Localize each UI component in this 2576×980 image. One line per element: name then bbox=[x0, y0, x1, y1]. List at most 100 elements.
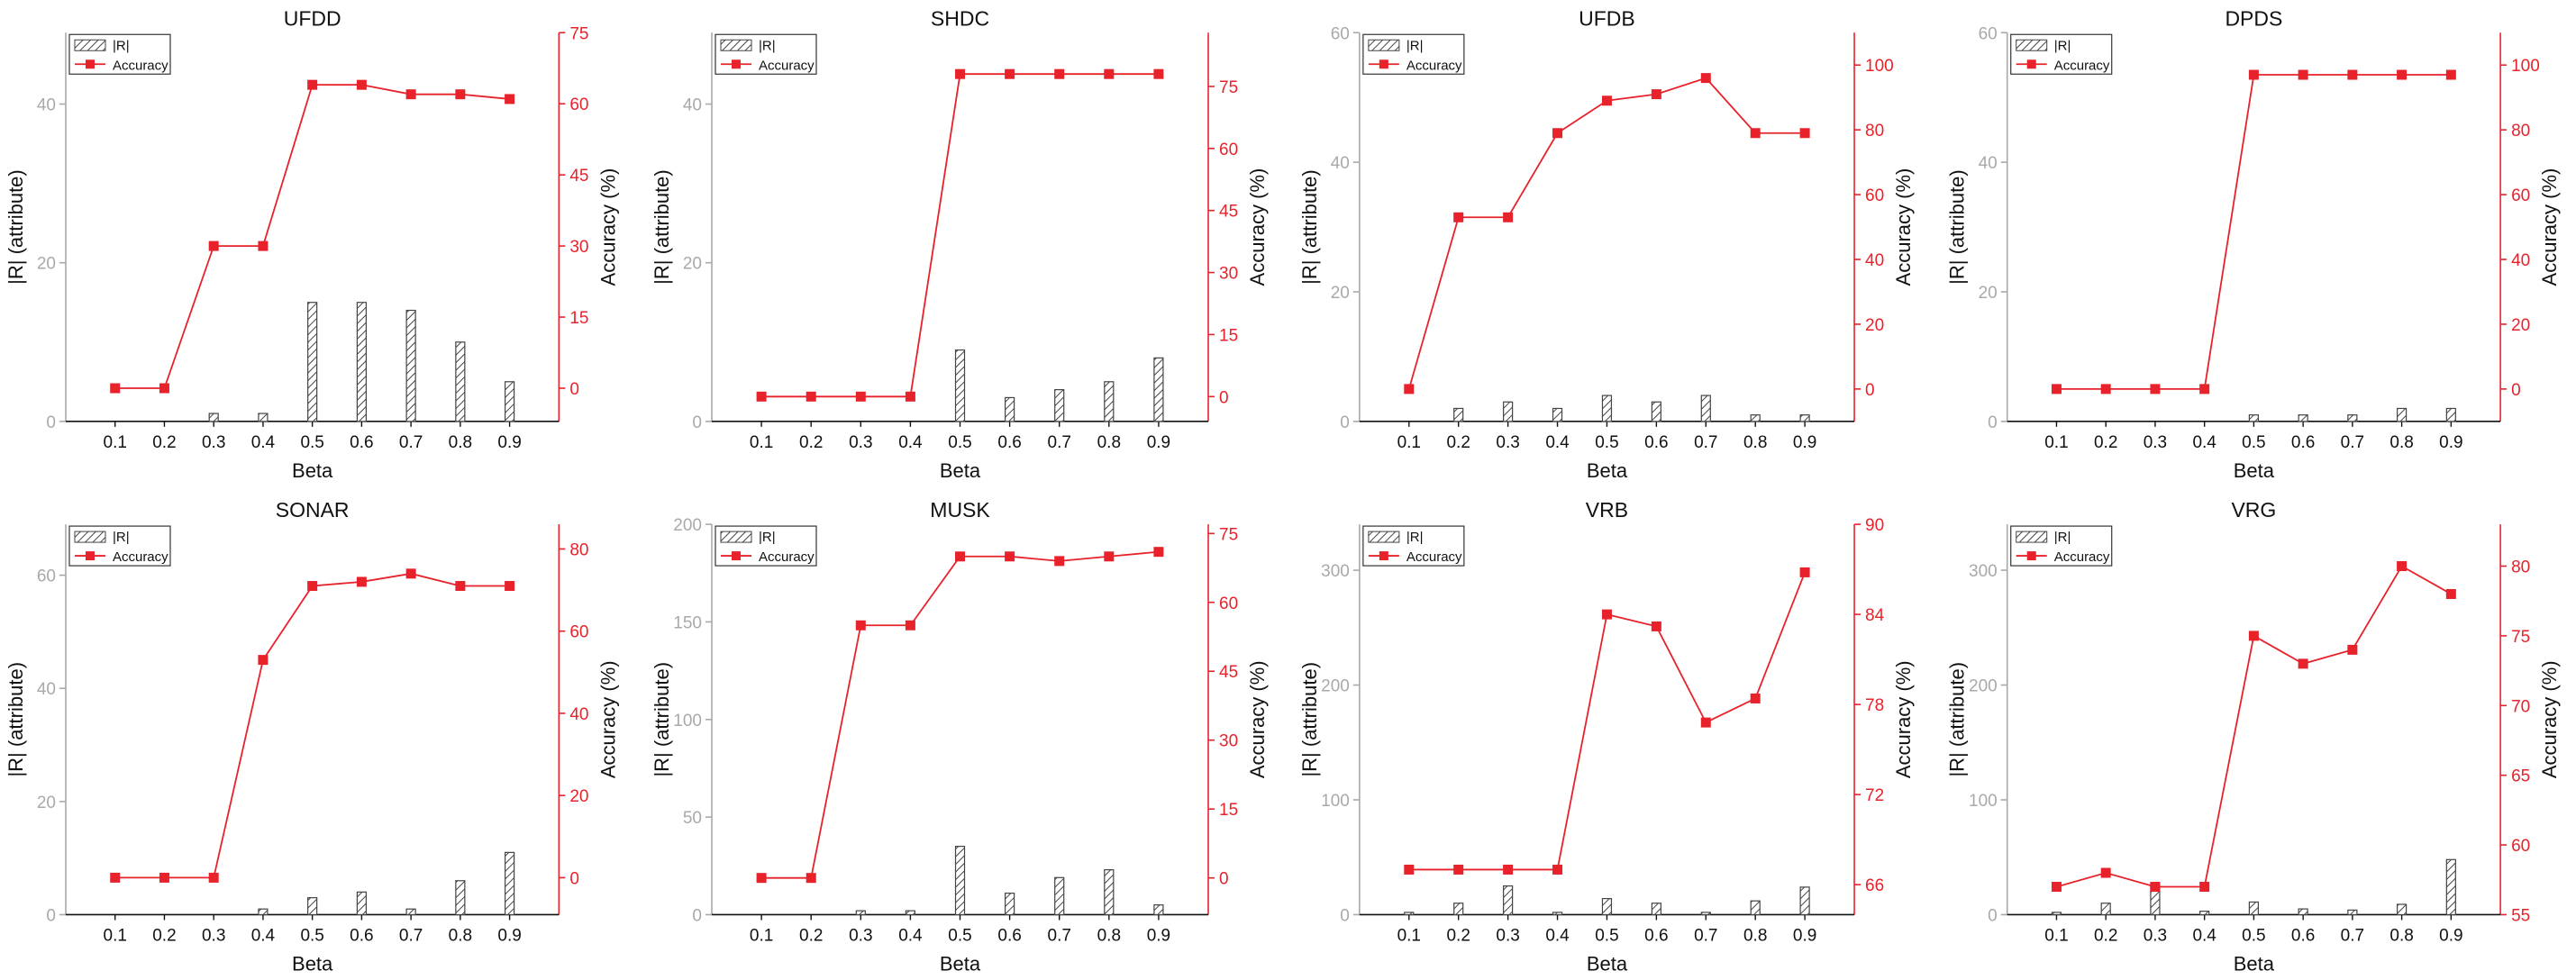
bar-r bbox=[356, 302, 367, 422]
x-axis-label: Beta bbox=[2234, 459, 2275, 482]
bar-r bbox=[405, 908, 416, 916]
right-tick-label: 0 bbox=[2511, 381, 2521, 400]
x-axis-label: Beta bbox=[1587, 952, 1628, 975]
x-tick-label: 0.6 bbox=[2291, 926, 2315, 945]
x-tick-label: 0.5 bbox=[1595, 433, 1618, 452]
right-tick-label: 15 bbox=[1219, 326, 1238, 345]
x-tick-label: 0.7 bbox=[2341, 433, 2364, 452]
x-tick-label: 0.2 bbox=[799, 926, 823, 945]
right-tick-label: 78 bbox=[1865, 696, 1884, 715]
bar-r bbox=[2248, 414, 2259, 422]
x-tick-label: 0.1 bbox=[1397, 433, 1421, 452]
accuracy-point bbox=[2051, 384, 2062, 395]
left-tick-label: 40 bbox=[1979, 154, 1998, 173]
bar-r bbox=[405, 309, 416, 422]
left-tick-label: 60 bbox=[1331, 24, 1350, 43]
accuracy-point bbox=[2248, 69, 2259, 80]
bar-r bbox=[2347, 414, 2358, 422]
right-axis-label: Accuracy (%) bbox=[1246, 168, 1269, 286]
bar-r bbox=[455, 880, 466, 916]
left-tick-label: 300 bbox=[1969, 562, 1998, 581]
left-tick-label: 20 bbox=[37, 255, 56, 274]
x-tick-label: 0.8 bbox=[2389, 433, 2413, 452]
accuracy-point bbox=[258, 240, 269, 251]
bar-r bbox=[1601, 395, 1613, 422]
accuracy-point bbox=[1750, 693, 1761, 703]
right-tick-label: 75 bbox=[2511, 628, 2530, 647]
left-tick-label: 20 bbox=[1331, 284, 1350, 303]
accuracy-point bbox=[208, 240, 219, 251]
bar-r bbox=[1104, 869, 1115, 916]
left-tick-label: 0 bbox=[1988, 906, 1998, 925]
accuracy-point bbox=[1601, 95, 1612, 106]
left-tick-label: 200 bbox=[1969, 677, 1998, 696]
chart-shdc: SHDC 0 20 40 |R| (attribute) 0 15 30 45 60 75 Accur… bbox=[651, 6, 1269, 482]
right-tick-label: 60 bbox=[1865, 186, 1884, 205]
bar-r bbox=[307, 302, 318, 422]
accuracy-point bbox=[356, 79, 367, 90]
accuracy-point bbox=[1453, 212, 1464, 222]
x-tick-label: 0.7 bbox=[1694, 433, 1717, 452]
accuracy-line bbox=[114, 572, 510, 879]
accuracy-point bbox=[110, 872, 121, 883]
bar-r bbox=[1404, 912, 1415, 916]
left-tick-label: 200 bbox=[1321, 677, 1350, 696]
accuracy-point bbox=[1651, 89, 1661, 100]
x-tick-label: 0.8 bbox=[449, 433, 472, 452]
right-tick-label: 72 bbox=[1865, 786, 1884, 805]
x-tick-label: 0.6 bbox=[1644, 926, 1668, 945]
right-tick-label: 100 bbox=[1865, 57, 1894, 76]
bar-r bbox=[1503, 401, 1514, 422]
left-tick-label: 40 bbox=[1331, 154, 1350, 173]
legend-line-label: Accuracy bbox=[2054, 549, 2110, 565]
x-tick-label: 0.3 bbox=[2144, 433, 2167, 452]
bar-r bbox=[1799, 414, 1810, 422]
right-tick-label: 15 bbox=[1219, 801, 1238, 820]
right-tick-label: 45 bbox=[1219, 663, 1238, 682]
x-tick-label: 0.9 bbox=[1147, 433, 1170, 452]
legend-line-marker bbox=[2026, 59, 2036, 69]
x-tick-label: 0.9 bbox=[1147, 926, 1170, 945]
bar-r bbox=[1054, 389, 1065, 422]
right-axis-label: Accuracy (%) bbox=[596, 660, 619, 778]
accuracy-point bbox=[1104, 68, 1115, 79]
legend-bar-swatch bbox=[720, 39, 752, 51]
right-tick-label: 20 bbox=[1865, 316, 1884, 335]
bar-r bbox=[1104, 381, 1115, 422]
x-tick-label: 0.6 bbox=[2291, 433, 2315, 452]
bar-r bbox=[1601, 898, 1613, 916]
left-tick-label: 40 bbox=[37, 680, 56, 699]
right-tick-label: 40 bbox=[569, 705, 588, 724]
accuracy-point bbox=[855, 620, 866, 631]
x-tick-label: 0.7 bbox=[399, 926, 423, 945]
left-tick-label: 0 bbox=[46, 413, 56, 432]
accuracy-point bbox=[1453, 864, 1464, 875]
bar-r bbox=[855, 910, 866, 916]
right-tick-label: 20 bbox=[569, 787, 588, 806]
accuracy-point bbox=[955, 551, 966, 562]
x-tick-label: 0.3 bbox=[202, 433, 225, 452]
bar-r bbox=[1750, 900, 1761, 916]
chart-vrb: VRB 0 100 200 300 |R| (attribute) 66 72 78 84 90 Ac… bbox=[1298, 498, 1915, 975]
legend-line-marker bbox=[85, 551, 95, 561]
legend-bar-label: |R| bbox=[1406, 530, 1424, 545]
accuracy-point bbox=[2100, 867, 2111, 878]
accuracy-point bbox=[159, 872, 169, 883]
left-tick-label: 200 bbox=[673, 516, 702, 535]
chart-ufdb: UFDB 0 20 40 60 |R| (attribute) 0 20 40 60 80 100 Ac… bbox=[1298, 6, 1915, 482]
x-tick-label: 0.2 bbox=[152, 433, 176, 452]
right-tick-label: 40 bbox=[1865, 251, 1884, 270]
x-tick-label: 0.1 bbox=[1397, 926, 1421, 945]
accuracy-point bbox=[2199, 882, 2210, 893]
bar-r bbox=[1651, 903, 1661, 916]
x-tick-label: 0.4 bbox=[898, 433, 923, 452]
right-tick-label: 80 bbox=[2511, 558, 2530, 577]
right-tick-label: 45 bbox=[569, 167, 588, 186]
accuracy-point bbox=[307, 581, 318, 592]
x-tick-label: 0.5 bbox=[948, 433, 971, 452]
left-axis-label: |R| (attribute) bbox=[1946, 169, 1969, 285]
x-tick-label: 0.4 bbox=[2192, 433, 2216, 452]
bar-r bbox=[1153, 904, 1164, 916]
chart-title: SONAR bbox=[276, 498, 350, 522]
